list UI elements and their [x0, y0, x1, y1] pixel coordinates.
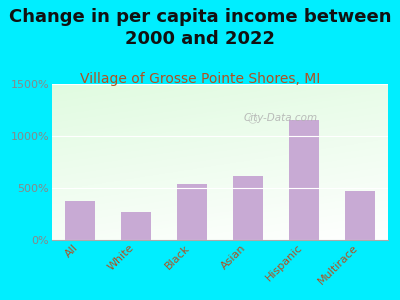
Bar — [289, 120, 320, 240]
Text: Village of Grosse Pointe Shores, MI: Village of Grosse Pointe Shores, MI — [80, 72, 320, 86]
Bar — [121, 212, 151, 240]
Bar — [64, 201, 96, 240]
Text: ○: ○ — [247, 113, 257, 123]
Text: City-Data.com: City-Data.com — [244, 113, 318, 123]
Bar — [233, 176, 264, 240]
Text: Change in per capita income between
2000 and 2022: Change in per capita income between 2000… — [9, 8, 391, 48]
Bar — [344, 191, 375, 240]
Bar — [177, 184, 208, 240]
